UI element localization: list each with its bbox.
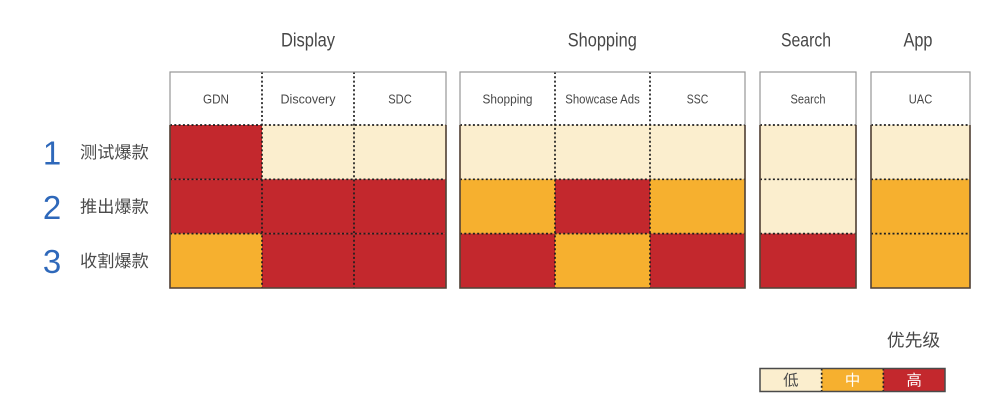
svg-text:SSC: SSC xyxy=(687,92,709,107)
svg-text:1: 1 xyxy=(43,135,61,172)
svg-text:Search: Search xyxy=(791,92,826,107)
svg-text:GDN: GDN xyxy=(203,92,229,107)
svg-text:Showcase Ads: Showcase Ads xyxy=(565,92,640,107)
svg-text:Search: Search xyxy=(781,31,831,52)
svg-text:SDC: SDC xyxy=(388,92,412,107)
svg-text:App: App xyxy=(904,31,933,52)
svg-text:2: 2 xyxy=(43,189,61,226)
svg-text:Display: Display xyxy=(281,31,335,52)
svg-text:Discovery: Discovery xyxy=(281,92,336,107)
svg-text:UAC: UAC xyxy=(909,92,933,107)
svg-text:3: 3 xyxy=(43,243,61,280)
svg-text:Shopping: Shopping xyxy=(483,92,533,107)
svg-text:Shopping: Shopping xyxy=(568,31,637,52)
